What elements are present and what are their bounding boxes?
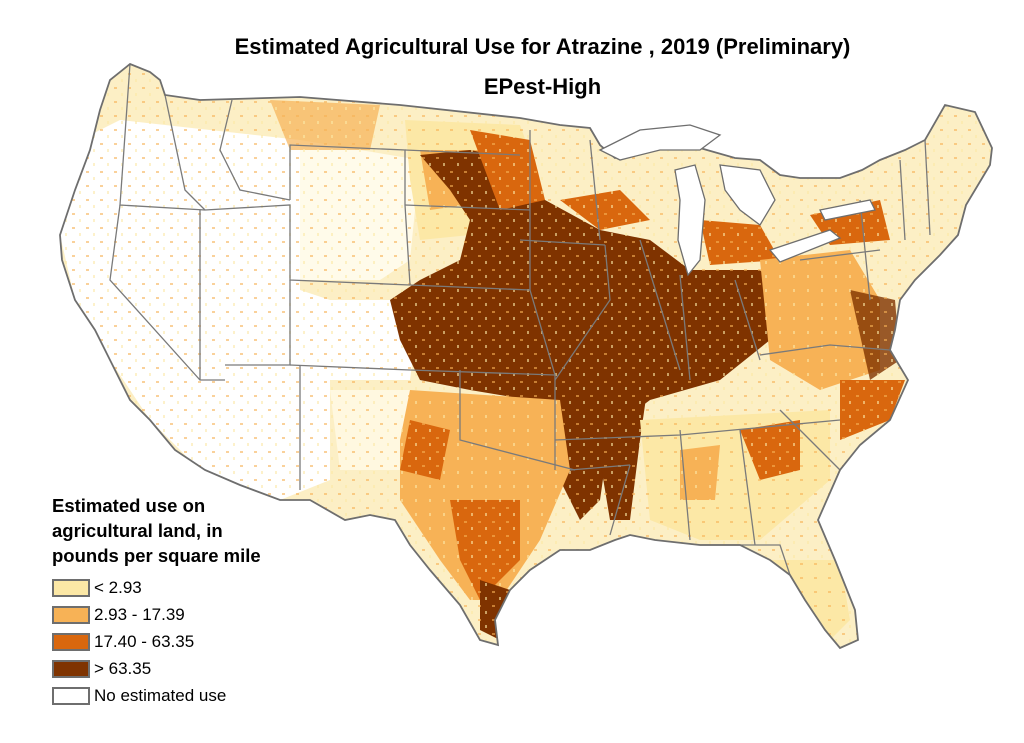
legend-label: No estimated use <box>94 685 227 705</box>
legend-swatch <box>52 578 90 597</box>
legend-label: 17.40 - 63.35 <box>94 631 195 651</box>
legend-item-mid: 2.93 - 17.39 <box>52 601 261 628</box>
state-boundaries <box>109 63 931 576</box>
legend-swatch <box>52 605 90 624</box>
legend-title-line: Estimated use on <box>52 495 206 516</box>
legend-label: > 63.35 <box>94 658 152 678</box>
legend-title-line: agricultural land, in <box>52 520 223 541</box>
map-title: Estimated Agricultural Use for Atrazine … <box>234 34 851 59</box>
legend-item-very-high: > 63.35 <box>52 655 261 682</box>
legend: Estimated use on agricultural land, in p… <box>52 493 261 709</box>
lake-huron <box>719 164 776 226</box>
lake-superior <box>598 124 722 161</box>
legend-item-low: < 2.93 <box>52 574 261 601</box>
legend-items: < 2.93 2.93 - 17.39 17.40 - 63.35 > 63.3… <box>52 574 261 709</box>
lake-ontario <box>819 199 876 221</box>
legend-swatch <box>52 632 90 651</box>
legend-swatch <box>52 686 90 705</box>
lake-michigan <box>674 164 706 277</box>
legend-label: 2.93 - 17.39 <box>94 604 185 624</box>
legend-title: Estimated use on agricultural land, in p… <box>52 493 261 568</box>
legend-swatch <box>52 659 90 678</box>
map-subtitle: EPest-High <box>483 74 602 99</box>
legend-title-line: pounds per square mile <box>52 545 261 566</box>
legend-item-none: No estimated use <box>52 682 261 709</box>
great-lakes <box>598 124 876 277</box>
lake-erie <box>768 229 842 263</box>
legend-label: < 2.93 <box>94 577 142 597</box>
legend-item-high: 17.40 - 63.35 <box>52 628 261 655</box>
